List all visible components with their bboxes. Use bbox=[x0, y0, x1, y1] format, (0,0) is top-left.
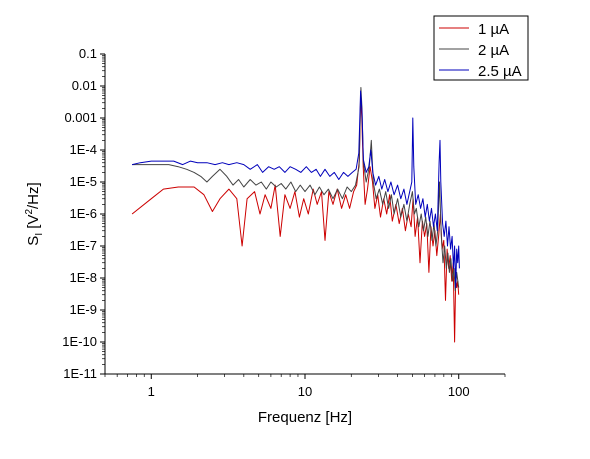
series-line-2 bbox=[132, 87, 460, 292]
legend-label-1: 1 µA bbox=[478, 21, 509, 38]
y-tick-label: 1E-6 bbox=[70, 206, 97, 221]
x-tick-label: 100 bbox=[448, 384, 470, 399]
y-axis-label: SI [V2/Hz] bbox=[24, 182, 45, 245]
y-tick-label: 1E-8 bbox=[70, 270, 97, 285]
plot-group: 0.1 0.01 0.001 1E-4 1E-5 1E-6 1E-7 1E-8 1E-9 1E-1… bbox=[62, 46, 506, 399]
y-tick-label: 0.001 bbox=[64, 110, 97, 125]
series-line-1 bbox=[131, 95, 460, 343]
y-axis-label-sup: 2 bbox=[24, 209, 35, 215]
y-tick-label: 1E-7 bbox=[70, 238, 97, 253]
y-axis-label-main: S bbox=[25, 236, 42, 246]
legend-box bbox=[433, 15, 529, 81]
y-tick-label: 1E-9 bbox=[70, 302, 97, 317]
y-axis-label-sub: I bbox=[34, 233, 45, 236]
legend-label-3: 2.5 µA bbox=[478, 63, 522, 80]
x-tick-label: 10 bbox=[298, 384, 312, 399]
y-axis-label-tail: /Hz] bbox=[25, 182, 42, 209]
y-tick-label: 0.01 bbox=[72, 78, 97, 93]
y-tick-label: 1E-10 bbox=[62, 334, 97, 349]
x-axis-label: Frequenz [Hz] bbox=[258, 409, 352, 426]
x-tick-label: 1 bbox=[148, 384, 155, 399]
legend: 1 µA 2 µA 2.5 µA bbox=[433, 15, 529, 81]
y-tick-label: 0.1 bbox=[79, 46, 97, 61]
y-axis-label-rest: [V bbox=[25, 215, 42, 233]
legend-label-2: 2 µA bbox=[478, 42, 509, 59]
y-tick-label: 1E-11 bbox=[63, 366, 97, 381]
series-line-3 bbox=[131, 90, 460, 289]
y-tick-label: 1E-5 bbox=[70, 174, 97, 189]
y-tick-label: 1E-4 bbox=[70, 142, 97, 157]
